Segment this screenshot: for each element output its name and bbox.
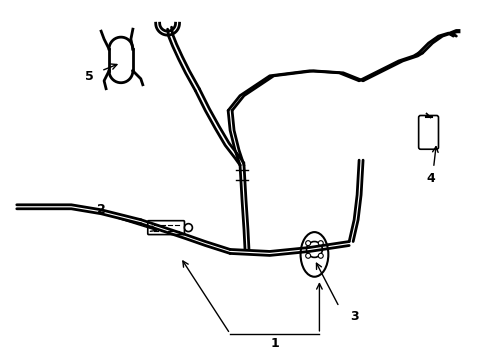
Circle shape [318, 241, 323, 246]
Circle shape [306, 242, 322, 257]
Text: 1: 1 [270, 337, 279, 350]
Text: 5: 5 [84, 70, 93, 83]
Circle shape [184, 224, 192, 231]
Text: 3: 3 [349, 310, 358, 323]
Circle shape [305, 241, 310, 246]
Circle shape [305, 253, 310, 258]
Text: 2: 2 [97, 203, 105, 216]
Ellipse shape [300, 232, 327, 277]
Text: 4: 4 [426, 171, 434, 185]
FancyBboxPatch shape [147, 221, 184, 235]
Circle shape [318, 253, 323, 258]
FancyBboxPatch shape [418, 116, 438, 149]
